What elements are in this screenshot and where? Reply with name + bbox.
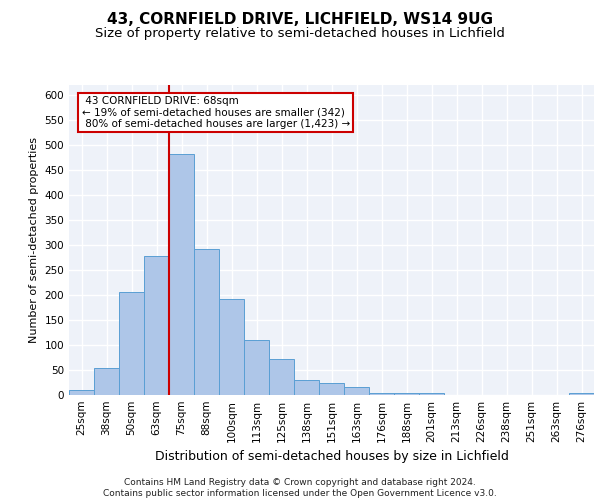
Bar <box>244 340 269 395</box>
Bar <box>319 382 344 395</box>
Bar <box>94 368 119 395</box>
Bar <box>219 299 244 395</box>
Bar <box>69 390 94 395</box>
Text: Size of property relative to semi-detached houses in Lichfield: Size of property relative to semi-detach… <box>95 28 505 40</box>
X-axis label: Distribution of semi-detached houses by size in Lichfield: Distribution of semi-detached houses by … <box>155 450 508 464</box>
Bar <box>294 380 319 395</box>
Bar <box>569 393 594 395</box>
Bar <box>169 154 194 395</box>
Bar <box>369 393 394 395</box>
Bar <box>144 256 169 395</box>
Text: Contains HM Land Registry data © Crown copyright and database right 2024.
Contai: Contains HM Land Registry data © Crown c… <box>103 478 497 498</box>
Bar <box>394 392 419 395</box>
Text: 43 CORNFIELD DRIVE: 68sqm
← 19% of semi-detached houses are smaller (342)
 80% o: 43 CORNFIELD DRIVE: 68sqm ← 19% of semi-… <box>82 96 350 129</box>
Text: 43, CORNFIELD DRIVE, LICHFIELD, WS14 9UG: 43, CORNFIELD DRIVE, LICHFIELD, WS14 9UG <box>107 12 493 28</box>
Y-axis label: Number of semi-detached properties: Number of semi-detached properties <box>29 137 39 343</box>
Bar <box>194 248 219 395</box>
Bar <box>269 358 294 395</box>
Bar <box>119 292 144 395</box>
Bar <box>344 387 369 395</box>
Bar <box>419 393 444 395</box>
